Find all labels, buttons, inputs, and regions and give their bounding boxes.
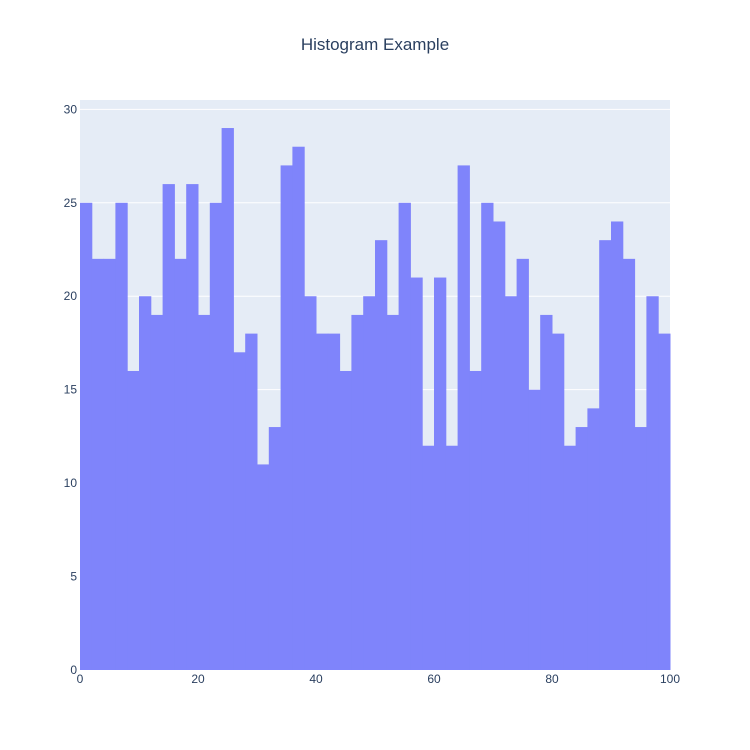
histogram-bar [80,202,93,671]
histogram-bar [139,296,152,670]
histogram-bar [327,333,341,670]
histogram-bar [457,165,470,670]
histogram-bar [587,408,600,670]
histogram-bar [434,277,447,670]
histogram-bar [575,427,588,670]
histogram-bar [339,370,352,670]
histogram-bar [528,389,541,670]
histogram-bar [268,427,282,670]
histogram-bar [646,296,659,670]
histogram-bar [245,333,258,670]
histogram-bar [150,314,164,670]
histogram-bar [634,427,647,670]
histogram-bar [658,333,671,670]
histogram-bar [280,165,293,670]
histogram-bar [292,146,305,670]
histogram-bar [445,445,459,670]
x-tick-label: 100 [660,672,680,686]
histogram-bar [363,296,376,670]
histogram-bar [552,333,565,670]
histogram-bars [80,128,671,671]
histogram-bar [304,296,317,670]
y-tick-label: 25 [64,196,78,210]
histogram-bar [493,221,506,670]
histogram-bar [540,314,553,670]
y-tick-label: 0 [70,663,77,677]
histogram-bar [611,221,624,670]
histogram-bar [221,128,234,671]
histogram-bar [103,258,116,670]
x-axis-ticks: 0 20 40 60 80 100 [77,672,681,686]
histogram-bar [516,258,529,670]
histogram-bar [469,370,482,670]
y-tick-label: 15 [64,383,78,397]
histogram-bar [316,333,329,670]
x-tick-label: 0 [77,672,84,686]
histogram-bar [481,202,494,671]
x-tick-label: 40 [309,672,323,686]
chart-title: Histogram Example [301,35,449,54]
histogram-bar [375,240,388,670]
histogram-bar [233,352,246,670]
histogram-bar [91,258,105,670]
x-tick-label: 80 [545,672,559,686]
histogram-bar [209,202,223,671]
histogram-bar [351,314,364,670]
histogram-bar [563,445,577,670]
y-tick-label: 30 [64,102,78,116]
histogram-bar [257,464,270,670]
x-tick-label: 20 [191,672,205,686]
histogram-bar [115,202,128,671]
histogram-bar [127,370,140,670]
y-tick-label: 10 [64,476,78,490]
histogram-bar [504,296,518,670]
histogram-bar [622,258,636,670]
histogram-bar [410,277,423,670]
y-axis-ticks: 0 5 10 15 20 25 30 [64,102,78,677]
y-tick-label: 20 [64,289,78,303]
histogram-bar [422,445,435,670]
histogram-bar [198,314,211,670]
histogram-bar [186,184,199,670]
y-tick-label: 5 [70,570,77,584]
histogram-bar [174,258,187,670]
histogram-bar [398,202,411,671]
histogram-bar [599,240,612,670]
x-tick-label: 60 [427,672,441,686]
histogram-bar [162,184,175,670]
histogram-bar [386,314,400,670]
